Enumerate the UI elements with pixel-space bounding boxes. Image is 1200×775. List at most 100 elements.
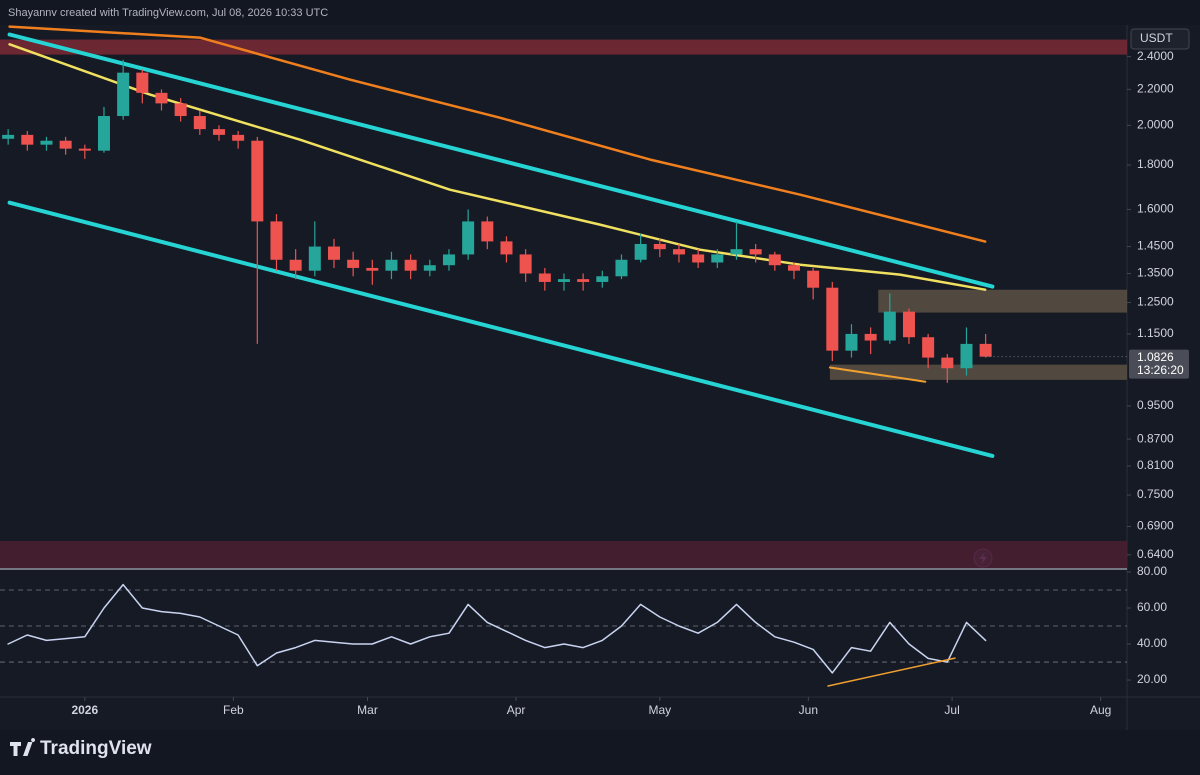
candle-body [193, 116, 206, 130]
candles [2, 59, 992, 383]
candle-body [768, 254, 781, 266]
candle-body [730, 249, 743, 255]
x-tick-label: Aug [1090, 703, 1111, 717]
candle-body [979, 343, 992, 357]
y-tick-label: 1.2500 [1137, 295, 1174, 309]
candle-body [136, 72, 149, 93]
y-tick-label: 1.8000 [1137, 157, 1174, 171]
last-price-label: 1.0826 [1137, 350, 1174, 364]
candle-body [2, 134, 15, 139]
brand-text: TradingView [40, 738, 152, 759]
countdown: 13:26:20 [1137, 363, 1184, 377]
candle-body [787, 265, 800, 271]
candle-body [960, 343, 973, 369]
candle-body [423, 265, 436, 271]
candle-body [308, 246, 321, 271]
candle-body [902, 311, 915, 338]
candle-body [289, 259, 302, 271]
header-bar [0, 0, 1200, 25]
rsi-trendline [827, 657, 956, 687]
candle-body [366, 267, 379, 271]
candle-body [212, 129, 225, 135]
y-tick-label: 0.6400 [1137, 547, 1174, 561]
candle-body [692, 254, 705, 263]
footer-bar [0, 730, 1200, 775]
candle-body [711, 254, 724, 263]
x-tick-label: Jul [944, 703, 959, 717]
currency-box [1130, 28, 1190, 50]
candle-body [385, 259, 398, 271]
candle-body [577, 279, 590, 282]
y-tick-label: 2.4000 [1137, 49, 1174, 63]
candle-body [615, 259, 628, 277]
candle-body [653, 243, 666, 250]
x-tick-label: Feb [223, 703, 244, 717]
y-tick-label: 2.0000 [1137, 118, 1174, 132]
candle-body [519, 254, 532, 274]
zone [829, 364, 1127, 380]
candle-body [596, 276, 609, 282]
y-tick-label: 40.00 [1137, 636, 1167, 650]
overlay-line [7, 32, 995, 289]
candle-body [251, 140, 264, 222]
candle-body [672, 249, 685, 255]
candle-body [97, 116, 110, 151]
zone [0, 540, 1127, 568]
candle-body [538, 273, 551, 282]
y-tick-label: 0.8700 [1137, 431, 1174, 445]
currency-label: USDT [1140, 31, 1173, 45]
y-tick-label: 20.00 [1137, 672, 1167, 686]
overlay-line [8, 43, 987, 291]
y-tick-label: 1.4500 [1137, 239, 1174, 253]
y-tick-label: 60.00 [1137, 600, 1167, 614]
candle-body [117, 72, 130, 117]
rsi-line [7, 583, 987, 674]
candle-body [21, 134, 34, 145]
y-tick-label: 2.2000 [1137, 82, 1174, 96]
overlays [7, 25, 995, 458]
overlay-line [8, 25, 987, 243]
candle-body [845, 333, 858, 351]
candle-body [404, 259, 417, 271]
candle-body [941, 357, 954, 369]
x-tick-label: 2026 [71, 703, 98, 717]
header-text: Shayannv created with TradingView.com, J… [8, 7, 328, 19]
zones [0, 39, 1127, 568]
y-tick-label: 0.6900 [1137, 519, 1174, 533]
overlay-line [7, 200, 995, 458]
candle-body [462, 221, 475, 255]
x-tick-label: Mar [357, 703, 378, 717]
candle-body [826, 287, 839, 351]
candle-body [40, 140, 53, 145]
y-tick-label: 0.7500 [1137, 487, 1174, 501]
candle-body [174, 103, 187, 117]
candle-body [481, 221, 494, 242]
candle-body [270, 221, 283, 260]
candle-body [59, 140, 72, 149]
candle-body [922, 337, 935, 358]
candle-body [327, 246, 340, 260]
overlay-line [828, 366, 927, 383]
candle-body [883, 311, 896, 341]
candle-body [807, 270, 820, 288]
last-price-box [1129, 349, 1189, 379]
candle-body [749, 249, 762, 255]
candle-body [634, 243, 647, 260]
x-tick-label: Apr [507, 703, 526, 717]
candle-body [557, 279, 570, 282]
y-tick-label: 0.9500 [1137, 398, 1174, 412]
candle-body [864, 333, 877, 341]
candle-body [155, 92, 168, 104]
x-tick-label: Jun [799, 703, 818, 717]
y-tick-label: 80.00 [1137, 564, 1167, 578]
candle-body [347, 259, 360, 268]
y-tick-label: 1.3500 [1137, 266, 1174, 280]
zone [0, 39, 1127, 55]
candle-body [442, 254, 455, 266]
zone [878, 289, 1127, 313]
candle-body [78, 148, 91, 151]
candle-body [232, 134, 245, 141]
y-tick-label: 1.6000 [1137, 202, 1174, 216]
y-tick-label: 0.8100 [1137, 458, 1174, 472]
